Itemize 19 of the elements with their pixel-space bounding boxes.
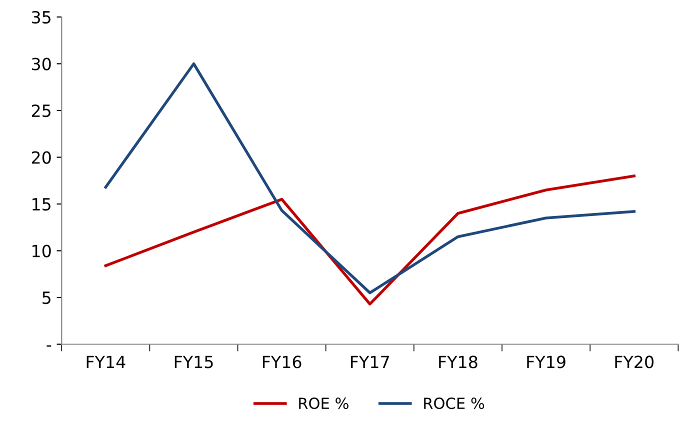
legend-label: ROE %	[299, 398, 348, 410]
x-tick-label: FY18	[439, 356, 478, 368]
y-tick-label: 35	[32, 10, 50, 24]
legend-label: ROCE %	[424, 398, 484, 410]
x-tick-label: FY16	[262, 356, 302, 368]
y-tick-label: 10	[32, 244, 51, 258]
y-tick-label: 5	[42, 292, 50, 304]
y-tick-label: 15	[32, 198, 50, 211]
x-tick-label: FY20	[615, 356, 654, 368]
x-tick-label: FY15	[174, 356, 213, 368]
y-tick-label: 20	[32, 151, 51, 164]
x-tick-label: FY19	[527, 356, 566, 368]
y-tick-label: 25	[32, 104, 50, 118]
y-tick-label: -	[46, 345, 52, 347]
x-tick-label: FY17	[351, 356, 389, 368]
x-tick-label: FY14	[86, 356, 126, 368]
line-series	[104, 174, 636, 306]
y-tick-label: 30	[32, 58, 51, 70]
line-series	[104, 62, 636, 294]
